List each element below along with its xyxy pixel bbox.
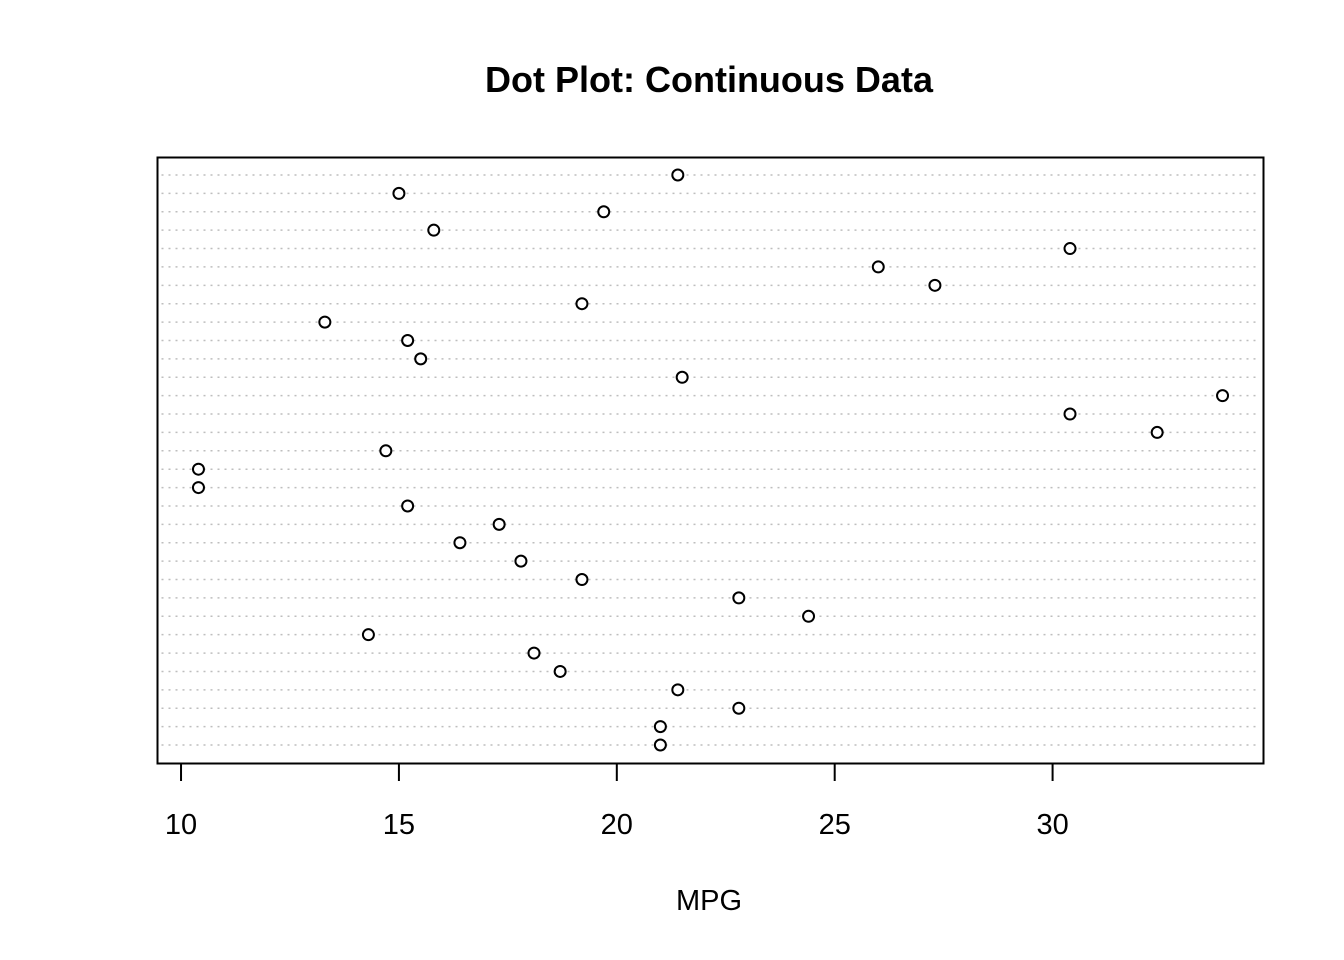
data-point — [514, 554, 528, 568]
x-tick-label: 10 — [165, 809, 197, 841]
data-point — [191, 481, 205, 495]
data-point — [1063, 242, 1077, 256]
chart-title: Dot Plot: Continuous Data — [485, 59, 934, 100]
x-tick-label: 15 — [383, 809, 415, 841]
data-point — [318, 315, 332, 329]
data-point — [1216, 389, 1230, 403]
data-point — [653, 720, 667, 734]
data-point — [671, 168, 685, 182]
x-tick-label: 20 — [601, 809, 633, 841]
data-point — [732, 591, 746, 605]
data-point — [575, 297, 589, 311]
data-point — [575, 573, 589, 587]
data-point — [597, 205, 611, 219]
data-point — [928, 278, 942, 292]
data-point — [453, 536, 467, 550]
x-axis-label: MPG — [676, 885, 742, 917]
data-point — [671, 683, 685, 697]
data-point — [1150, 425, 1164, 439]
data-point — [553, 664, 567, 678]
data-point — [492, 517, 506, 531]
x-tick-label: 25 — [819, 809, 851, 841]
grid-lines — [161, 174, 1260, 746]
data-point — [871, 260, 885, 274]
data-point — [361, 628, 375, 642]
x-axis: 10 15 20 25 30 — [165, 762, 1069, 841]
data-point — [732, 701, 746, 715]
data-point — [401, 499, 415, 513]
data-point — [401, 333, 415, 347]
data-point — [802, 609, 816, 623]
data-point — [379, 444, 393, 458]
data-point — [427, 223, 441, 237]
data-point — [675, 370, 689, 384]
data-point — [191, 462, 205, 476]
data-point — [1063, 407, 1077, 421]
data-point — [527, 646, 541, 660]
data-point — [392, 186, 406, 200]
data-point — [414, 352, 428, 366]
x-tick-label: 30 — [1036, 809, 1068, 841]
data-point — [653, 738, 667, 752]
data-points — [191, 168, 1230, 752]
